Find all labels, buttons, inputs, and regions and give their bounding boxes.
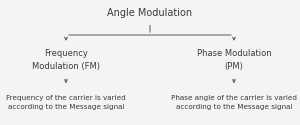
Text: Angle Modulation: Angle Modulation (107, 8, 193, 18)
Text: Frequency
Modulation (FM): Frequency Modulation (FM) (32, 49, 100, 71)
Text: Phase Modulation
(PM): Phase Modulation (PM) (197, 49, 271, 71)
Text: Phase angle of the carrier is varied
according to the Message signal: Phase angle of the carrier is varied acc… (171, 95, 297, 110)
Text: Frequency of the carrier is varied
according to the Message signal: Frequency of the carrier is varied accor… (6, 95, 126, 110)
